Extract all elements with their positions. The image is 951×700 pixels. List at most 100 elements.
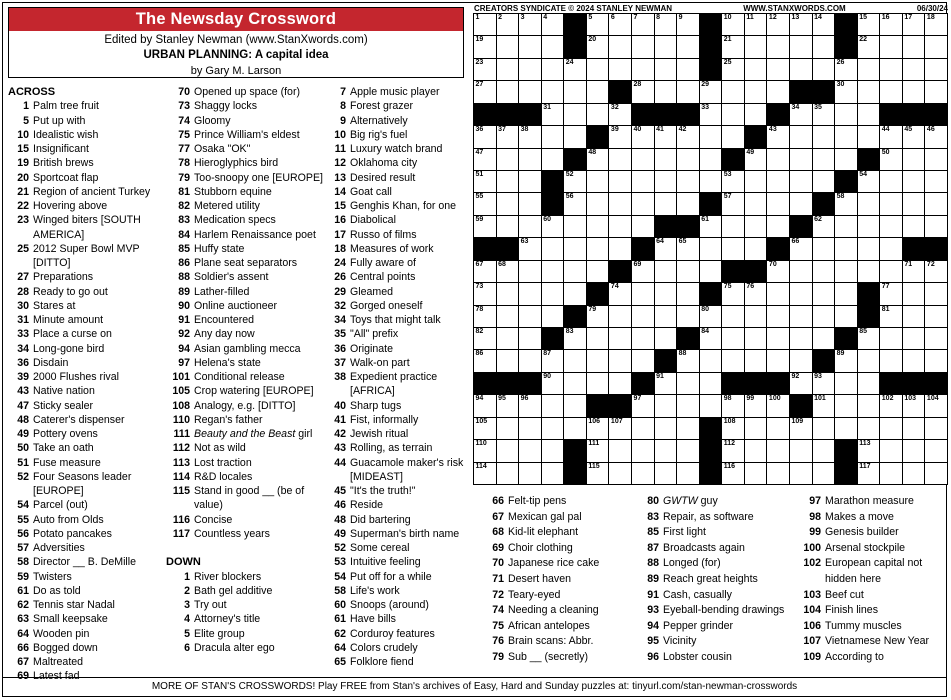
grid-cell[interactable]: 76 [744,283,767,305]
grid-cell[interactable]: 64 [654,238,677,260]
grid-cell[interactable] [677,283,699,305]
grid-cell[interactable] [609,372,631,395]
grid-cell[interactable]: 41 [654,126,677,148]
grid-cell[interactable] [519,215,541,238]
grid-cell[interactable] [925,58,947,81]
grid-cell[interactable]: 20 [586,36,609,58]
grid-cell[interactable] [789,126,812,148]
grid-cell[interactable] [496,350,519,372]
grid-cell[interactable]: 80 [699,305,722,327]
grid-cell[interactable] [835,148,857,170]
grid-cell[interactable]: 9 [677,14,699,36]
grid-cell[interactable] [835,126,857,148]
grid-cell[interactable]: 53 [722,171,744,193]
grid-cell[interactable] [609,350,631,372]
grid-cell[interactable]: 112 [722,440,744,462]
grid-cell[interactable] [654,58,677,81]
grid-cell[interactable]: 100 [767,395,789,417]
grid-cell[interactable]: 91 [654,372,677,395]
grid-cell[interactable] [925,417,947,440]
grid-cell[interactable] [586,81,609,103]
grid-cell[interactable]: 8 [654,14,677,36]
grid-cell[interactable]: 21 [722,36,744,58]
grid-cell[interactable] [677,395,699,417]
grid-cell[interactable] [767,440,789,462]
grid-cell[interactable] [496,305,519,327]
grid-cell[interactable] [857,215,880,238]
grid-cell[interactable]: 106 [586,417,609,440]
grid-cell[interactable] [835,260,857,283]
grid-cell[interactable] [609,58,631,81]
grid-cell[interactable] [541,283,564,305]
grid-cell[interactable] [812,238,835,260]
grid-cell[interactable] [812,305,835,327]
grid-cell[interactable] [496,440,519,462]
grid-cell[interactable] [631,36,654,58]
grid-cell[interactable] [744,417,767,440]
grid-cell[interactable] [609,440,631,462]
grid-cell[interactable] [677,417,699,440]
grid-cell[interactable]: 22 [857,36,880,58]
grid-cell[interactable] [654,328,677,350]
grid-cell[interactable]: 29 [699,81,722,103]
grid-cell[interactable] [902,328,925,350]
grid-cell[interactable] [609,215,631,238]
grid-cell[interactable] [767,305,789,327]
grid-cell[interactable] [902,440,925,462]
grid-cell[interactable]: 28 [631,81,654,103]
grid-cell[interactable] [722,103,744,126]
grid-cell[interactable] [654,193,677,215]
grid-cell[interactable]: 102 [880,395,902,417]
grid-cell[interactable]: 66 [789,238,812,260]
grid-cell[interactable] [744,350,767,372]
grid-cell[interactable]: 73 [474,283,496,305]
grid-cell[interactable] [902,148,925,170]
grid-cell[interactable] [519,193,541,215]
grid-cell[interactable] [767,58,789,81]
grid-cell[interactable] [541,126,564,148]
grid-cell[interactable]: 79 [586,305,609,327]
grid-cell[interactable]: 16 [880,14,902,36]
grid-cell[interactable]: 96 [519,395,541,417]
grid-cell[interactable]: 48 [586,148,609,170]
grid-cell[interactable] [699,238,722,260]
grid-cell[interactable] [654,417,677,440]
grid-cell[interactable] [789,440,812,462]
grid-cell[interactable] [880,215,902,238]
grid-cell[interactable] [564,350,586,372]
grid-cell[interactable] [586,215,609,238]
grid-cell[interactable] [902,81,925,103]
grid-cell[interactable]: 85 [857,328,880,350]
grid-cell[interactable] [541,305,564,327]
grid-cell[interactable]: 104 [925,395,947,417]
grid-cell[interactable]: 2 [496,14,519,36]
grid-cell[interactable] [902,350,925,372]
grid-cell[interactable]: 6 [609,14,631,36]
grid-cell[interactable] [744,103,767,126]
grid-cell[interactable] [789,305,812,327]
grid-cell[interactable] [767,81,789,103]
grid-cell[interactable]: 83 [564,328,586,350]
grid-cell[interactable]: 87 [541,350,564,372]
grid-cell[interactable] [631,462,654,484]
grid-cell[interactable] [835,215,857,238]
grid-cell[interactable]: 26 [835,58,857,81]
grid-cell[interactable]: 33 [699,103,722,126]
grid-cell[interactable]: 54 [857,171,880,193]
grid-cell[interactable] [654,148,677,170]
grid-cell[interactable] [789,283,812,305]
grid-cell[interactable] [767,193,789,215]
grid-cell[interactable] [835,417,857,440]
grid-cell[interactable]: 1 [474,14,496,36]
grid-cell[interactable]: 25 [722,58,744,81]
grid-cell[interactable]: 109 [789,417,812,440]
grid-cell[interactable] [496,417,519,440]
grid-cell[interactable] [744,215,767,238]
grid-cell[interactable]: 35 [812,103,835,126]
grid-cell[interactable] [812,58,835,81]
grid-cell[interactable] [789,328,812,350]
grid-cell[interactable] [496,58,519,81]
grid-cell[interactable] [564,215,586,238]
grid-cell[interactable]: 24 [564,58,586,81]
grid-cell[interactable]: 108 [722,417,744,440]
